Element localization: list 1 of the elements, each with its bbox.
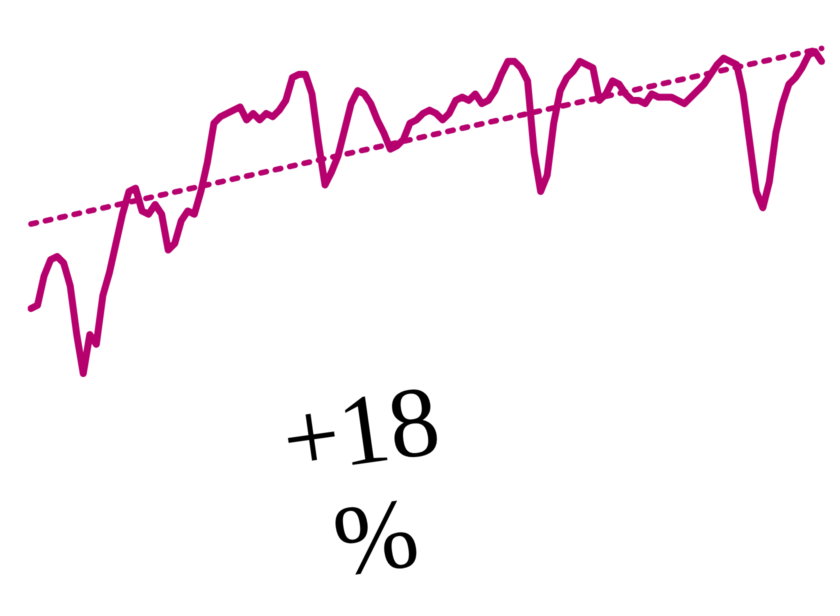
text: +18 %	[284, 386, 440, 577]
